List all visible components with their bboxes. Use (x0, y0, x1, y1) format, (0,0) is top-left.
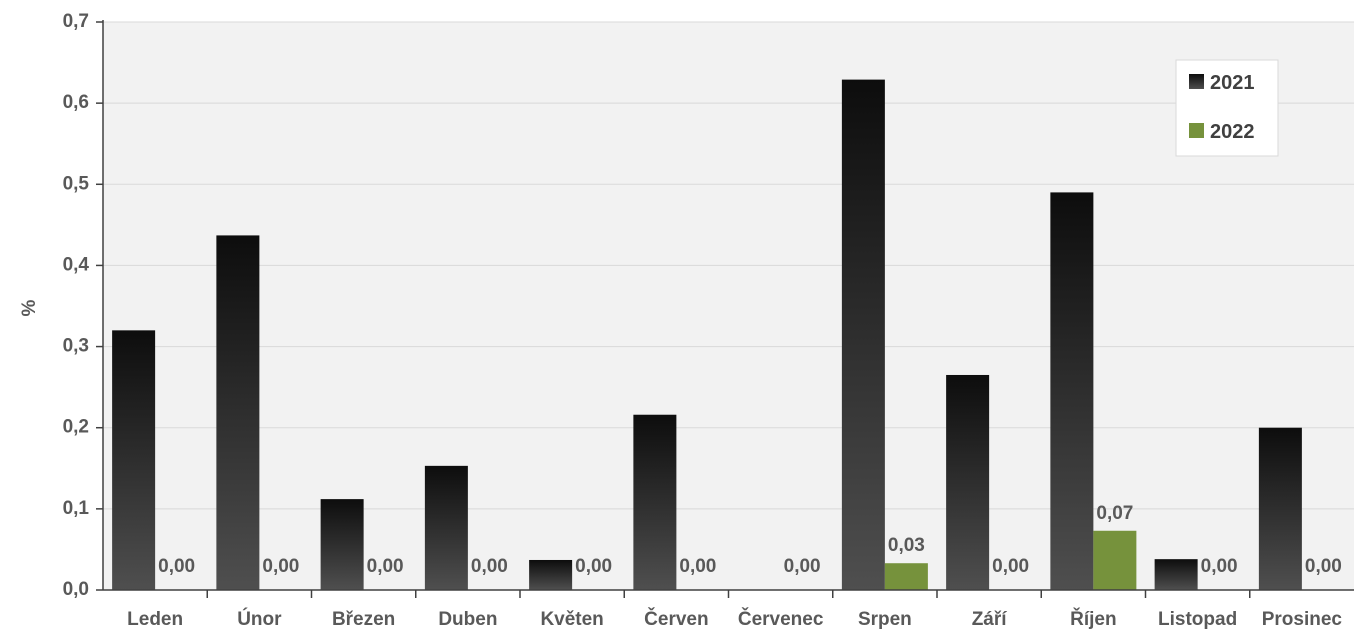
bar-2021 (633, 414, 677, 590)
bar-2022 (1093, 530, 1137, 590)
data-label-2022: 0,00 (575, 556, 612, 577)
legend-label-2021: 2021 (1210, 72, 1255, 94)
data-label-2022: 0,00 (784, 556, 821, 577)
y-tick-label: 0,2 (63, 417, 89, 438)
y-tick-label: 0,5 (63, 173, 90, 194)
data-label-2022: 0,03 (888, 535, 925, 556)
bar-2022 (884, 563, 928, 590)
y-tick-label: 0,1 (63, 498, 90, 519)
data-label-2022: 0,07 (1096, 503, 1133, 524)
bar-2021 (216, 235, 260, 591)
data-label-2022: 0,00 (367, 556, 404, 577)
bar-2021 (1258, 427, 1302, 590)
legend: 2021 2022 (1175, 59, 1279, 157)
axes: 0,0 0,1 0,2 0,3 0,4 0,5 0,6 0,7 Leden Únor Březen D… (63, 11, 1354, 630)
bar-2021 (424, 465, 468, 590)
bar-2021 (1050, 192, 1094, 590)
x-tick-label: Srpen (858, 609, 912, 630)
legend-swatch-2022 (1189, 123, 1204, 138)
data-labels: 0,00 0,00 0,00 0,00 0,00 0,00 0,00 0,03 0,00 0,07… (158, 503, 1342, 577)
x-tick-label: Červenec (738, 608, 824, 630)
y-tick-label: 0,7 (63, 11, 89, 32)
x-tick-label: Březen (332, 609, 395, 630)
legend-label-2022: 2022 (1210, 121, 1255, 143)
data-label-2022: 0,00 (992, 556, 1029, 577)
x-tick-label: Listopad (1158, 609, 1237, 630)
x-tick-label: Říjen (1070, 608, 1116, 630)
data-label-2022: 0,00 (471, 556, 508, 577)
legend-swatch-2021 (1189, 74, 1204, 89)
plot-area (103, 22, 1354, 590)
bar-2021 (112, 330, 156, 590)
bars (112, 79, 1302, 591)
x-tick-label: Září (972, 609, 1008, 630)
y-tick-label: 0,6 (63, 92, 89, 113)
bar-2021 (1154, 559, 1198, 590)
y-tick-label: 0,3 (63, 336, 89, 357)
data-label-2022: 0,00 (1201, 556, 1238, 577)
x-tick-label: Duben (438, 609, 497, 630)
bar-2021 (320, 499, 364, 590)
x-tick-label: Leden (127, 609, 183, 630)
x-tick-label: Červen (644, 608, 708, 630)
y-tick-label: 0,4 (63, 254, 90, 275)
gridlines (103, 21, 1354, 510)
bar-2021 (841, 79, 885, 591)
data-label-2022: 0,00 (158, 556, 195, 577)
bar-2021 (946, 374, 990, 590)
bar-2021 (529, 559, 573, 590)
data-label-2022: 0,00 (1305, 556, 1342, 577)
data-label-2022: 0,00 (262, 556, 299, 577)
y-axis-label: % (19, 299, 40, 316)
data-label-2022: 0,00 (679, 556, 716, 577)
x-tick-label: Únor (237, 608, 282, 630)
y-tick-label: 0,0 (63, 579, 89, 600)
x-tick-label: Prosinec (1262, 609, 1343, 630)
x-tick-label: Květen (540, 609, 603, 630)
